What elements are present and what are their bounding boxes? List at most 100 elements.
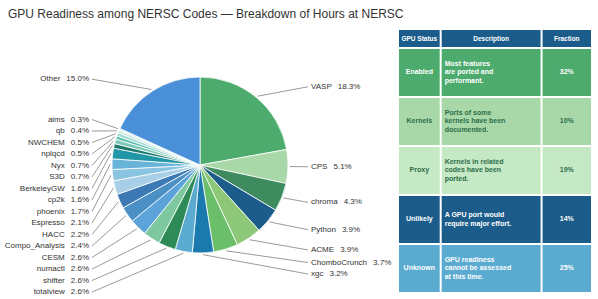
slice-label: ACME3.9% — [311, 245, 358, 254]
table-cell-line: kernels have been — [445, 117, 506, 124]
table-cell — [442, 196, 541, 243]
slice-label-value: 1.6% — [71, 184, 89, 193]
table-cell-line: Kernels in related — [445, 158, 504, 165]
table-cell-line: ported. — [445, 175, 469, 183]
table-cell-line: A GPU port would — [445, 211, 505, 219]
chart: GPU Readiness among NERSC Codes — Breakd… — [0, 0, 598, 299]
slice-label-name: Compo_Analysis — [5, 241, 65, 250]
slice-label-value: 2.6% — [71, 264, 89, 273]
table-cell-text: Unknown — [404, 264, 436, 271]
slice-label: totalview2.6% — [34, 287, 89, 296]
table-header-cell — [442, 30, 541, 47]
leader-line — [92, 141, 114, 166]
table-cell-line: 32% — [560, 68, 575, 75]
table-cell-line: at this time. — [445, 273, 484, 280]
leader-line — [92, 137, 115, 154]
slice-label-value: 18.3% — [338, 82, 361, 91]
slice-label-name: xgc — [311, 269, 323, 278]
slice-label-name: numactl — [37, 264, 65, 273]
table-cell-text: Most featuresare ported andperformant. — [445, 60, 494, 85]
slice-label-value: 0.5% — [71, 138, 89, 147]
slice-label: aims0.3% — [48, 115, 89, 124]
table-cell-line: are ported and — [445, 68, 494, 76]
table-cell-line: cannot be assessed — [445, 264, 512, 271]
slice-label-name: NWCHEM — [28, 138, 65, 147]
table-header-cell — [399, 30, 440, 47]
slice-label-value: 15.0% — [66, 74, 89, 83]
table-cell-line: 25% — [560, 264, 575, 271]
slice-label-value: 2.2% — [71, 230, 89, 239]
leader-line — [258, 87, 308, 96]
table-cell-line: Most features — [445, 60, 491, 67]
slice-label: shifter2.6% — [43, 276, 89, 285]
table-cell-line: require major effort. — [445, 220, 512, 228]
slice-label-value: 0.5% — [71, 149, 89, 158]
slice-label: BerkeleyGW 1.6% — [20, 184, 89, 193]
table-cell-text: Kernels — [406, 117, 432, 124]
slice-label-value: 4.3% — [344, 197, 362, 206]
leader-line — [92, 175, 111, 211]
table-header: Description — [473, 35, 509, 43]
leader-line — [226, 251, 308, 263]
table-cell-line: Unknown — [404, 264, 436, 271]
table-cell — [399, 98, 440, 145]
slice-label-value: 5.1% — [333, 162, 351, 171]
table-cell — [543, 245, 591, 292]
leader-line — [92, 216, 126, 246]
slice-label-name: BerkeleyGW — [20, 184, 65, 193]
table-cell-line: GPU readiness — [445, 256, 495, 263]
leader-line — [269, 222, 308, 230]
slice-label-name: Nyx — [51, 161, 65, 170]
table-header: Fraction — [554, 35, 580, 42]
leader-line — [250, 240, 308, 250]
table-cell — [442, 98, 541, 145]
table: GPU StatusDescriptionFractionEnabledMost… — [399, 30, 591, 292]
table-cell-text: GPU readinesscannot be assessed at this t… — [445, 256, 512, 280]
slice-label-name: Python — [311, 225, 336, 234]
leader-line — [92, 229, 137, 258]
slice-label: CPS 5.1% — [311, 162, 352, 171]
leader-line — [92, 202, 118, 235]
slice-label-name: chroma — [311, 197, 338, 206]
leader-line — [284, 198, 308, 202]
slice-label: chroma 4.3% — [311, 197, 362, 206]
slice-label-value: 3.2% — [329, 269, 347, 278]
slice-label-name: CESM — [42, 253, 65, 262]
slice-label-value: 2.6% — [71, 287, 89, 296]
slice-label: phoenix1.7% — [37, 207, 89, 216]
slice-label-value: 3.7% — [373, 258, 391, 267]
table-cell-text: 25% — [560, 264, 575, 271]
slice-label: qb0.4% — [56, 126, 89, 135]
table-cell — [399, 147, 440, 194]
slice-label: xgc 3.2% — [311, 269, 348, 278]
slice-label-name: CPS — [311, 162, 327, 171]
table-cell-line: Ports of some — [445, 109, 492, 116]
slice-label: S3D0.7% — [49, 172, 89, 181]
slice-label-name: nplqcd — [41, 149, 65, 158]
slice-label-value: 0.7% — [71, 161, 89, 170]
table-cell-line: Kernels — [406, 117, 432, 124]
table-cell — [543, 98, 591, 145]
slice-label-value: 2.4% — [71, 241, 89, 250]
slice-label: CESM2.6% — [42, 253, 89, 262]
slice-label-name: S3D — [49, 172, 65, 181]
slice-label: cp2k1.6% — [48, 195, 89, 204]
pie-slices — [112, 77, 288, 253]
slice-label-name: HACC — [42, 230, 65, 239]
table-cell — [399, 196, 440, 243]
slice-label-name: Other — [40, 74, 60, 83]
leader-line — [92, 253, 183, 292]
slice-label-name: ChomboCrunch — [311, 258, 367, 267]
table-header-cell — [543, 30, 591, 47]
slice-label: numactl 2.6% — [37, 264, 89, 273]
leader-line — [92, 120, 118, 129]
leader-line — [92, 130, 117, 131]
slice-label-name: ACME — [311, 245, 334, 254]
slice-label-value: 2.6% — [71, 276, 89, 285]
leader-line — [92, 188, 113, 223]
slice-label-value: 0.4% — [71, 126, 89, 135]
slice-label-name: Espresso — [31, 218, 65, 227]
table-cell — [543, 147, 591, 194]
table-cell-text: Enabled — [406, 68, 433, 75]
table-cell — [442, 147, 541, 194]
